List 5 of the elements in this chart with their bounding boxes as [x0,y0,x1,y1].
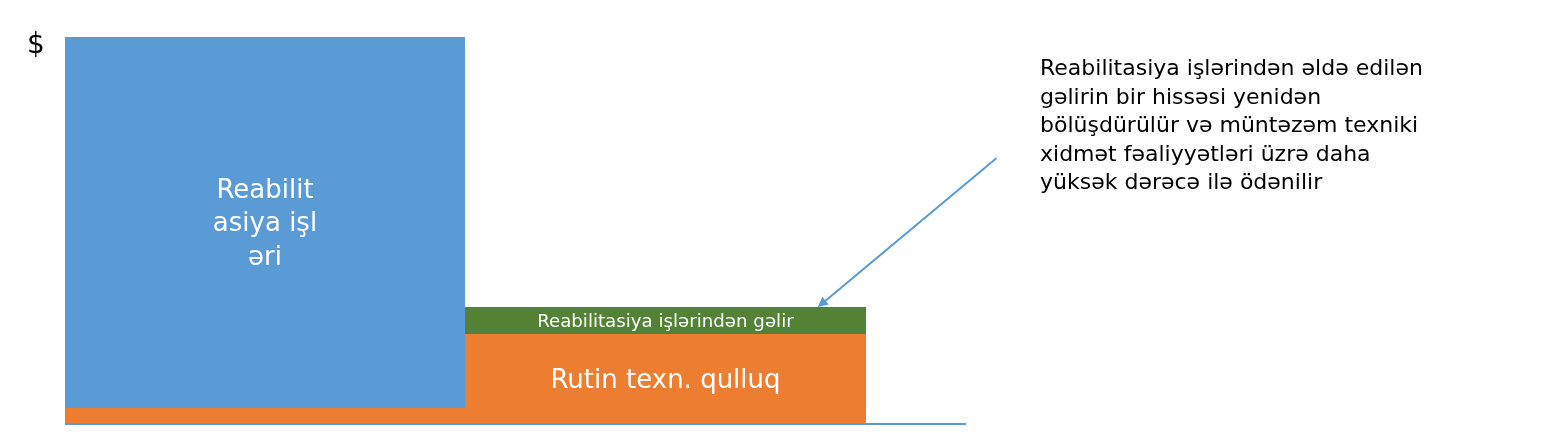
series-label: Reabilit asiya işl əri [212,173,318,272]
y-axis-title: $ [27,27,45,60]
series-label: Reabilitasiya işlərindən gəlir [537,309,795,331]
text: Reabilitasiya işlərindən əldə edilən gəlirin bir hissəsi yenidən bölüşdürülür və müntəzəm texniki xidmət fəaliyyətləri üzrə daha yüksək dərəcə ilə ödənilir [1040,55,1423,195]
series-label: Rutin texn. qulluq [550,363,781,394]
